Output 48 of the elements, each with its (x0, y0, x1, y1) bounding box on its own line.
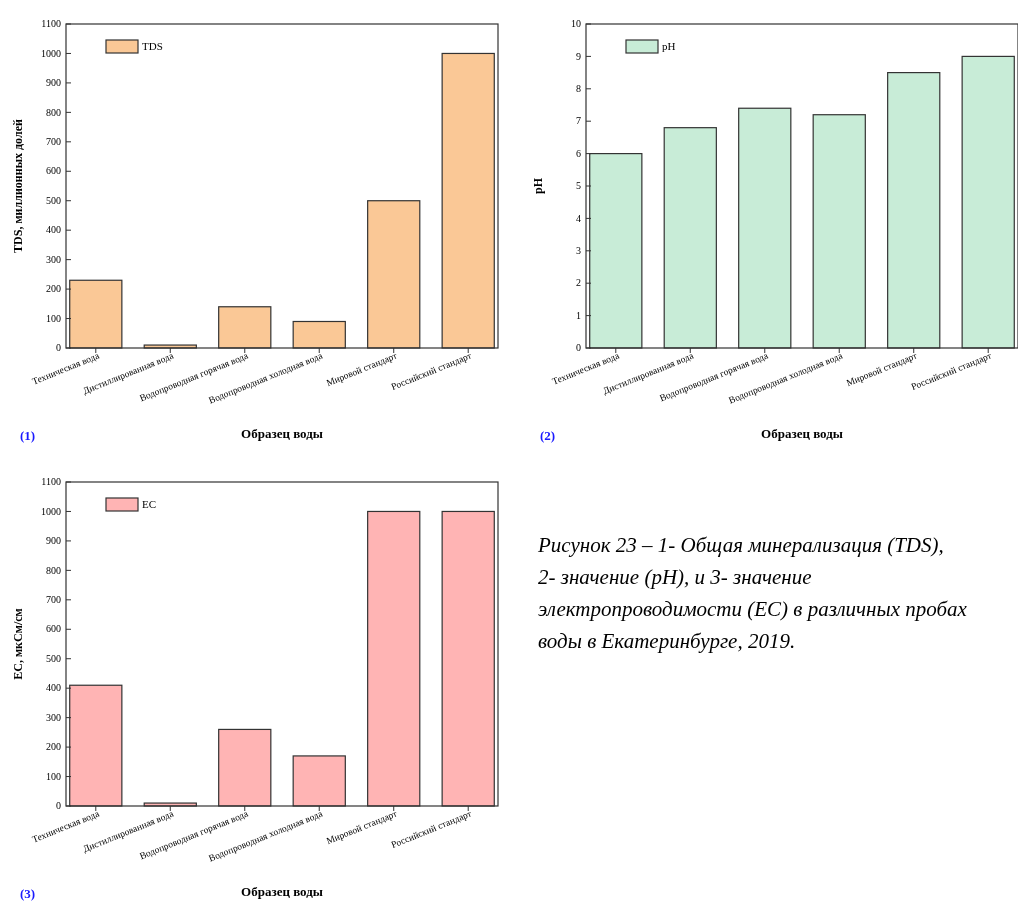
y-tick-label: 400 (46, 682, 61, 694)
y-tick-label: 700 (46, 594, 61, 606)
y-tick-label: 900 (46, 535, 61, 547)
y-tick-label: 200 (46, 283, 61, 295)
y-axis-title: pH (531, 177, 545, 195)
y-tick-label: 0 (56, 342, 61, 354)
y-tick-label: 2 (576, 277, 581, 289)
y-tick-label: 7 (576, 115, 581, 127)
text: (3) (20, 886, 36, 901)
text: (1) (20, 428, 36, 443)
y-tick-label: 1100 (41, 476, 61, 488)
y-tick-label: 1000 (41, 47, 61, 59)
legend-label: pH (662, 39, 676, 52)
y-tick-label: 800 (46, 564, 61, 576)
x-axis-title: Образец воды (241, 884, 323, 899)
y-tick-label: 1100 (41, 18, 61, 30)
text: (2) (540, 428, 556, 443)
y-tick-label: 700 (46, 136, 61, 148)
y-tick-label: 8 (576, 83, 581, 94)
y-axis-title: EC, мкСм/см (11, 608, 25, 680)
y-tick-label: 300 (46, 253, 61, 265)
y-tick-label: 200 (46, 741, 61, 753)
y-tick-label: 10 (571, 18, 581, 30)
x-axis-title: Образец воды (761, 426, 843, 441)
y-tick-label: 1 (576, 309, 581, 321)
x-axis-title: Образец воды (241, 426, 323, 441)
legend-label: TDS (142, 39, 163, 52)
y-tick-label: 9 (576, 50, 581, 62)
y-tick-label: 6 (576, 147, 581, 159)
y-tick-label: 500 (46, 194, 61, 206)
y-tick-label: 800 (46, 106, 61, 118)
y-tick-label: 0 (576, 342, 581, 354)
y-tick-label: 900 (46, 77, 61, 89)
y-tick-label: 500 (46, 652, 61, 664)
y-tick-label: 4 (576, 212, 581, 224)
y-axis-title: TDS, миллионных долей (11, 118, 25, 253)
y-tick-label: 3 (576, 245, 581, 256)
y-tick-label: 0 (56, 800, 61, 812)
y-tick-label: 1000 (41, 505, 61, 517)
y-tick-label: 5 (576, 180, 581, 192)
y-tick-label: 600 (46, 623, 61, 635)
y-tick-label: 300 (46, 711, 61, 723)
y-tick-label: 100 (46, 770, 61, 782)
legend-label: EC (142, 497, 157, 510)
y-tick-label: 100 (46, 312, 61, 324)
text: Рисунок 23 – 1- Общая минерализация (TDS), 2- значение (pH), и 3- значение электропроводимости (EC) в различных пробах воды в Екатеринбурге, 2019. (537, 533, 968, 653)
y-tick-label: 400 (46, 224, 61, 236)
y-tick-label: 600 (46, 165, 61, 177)
